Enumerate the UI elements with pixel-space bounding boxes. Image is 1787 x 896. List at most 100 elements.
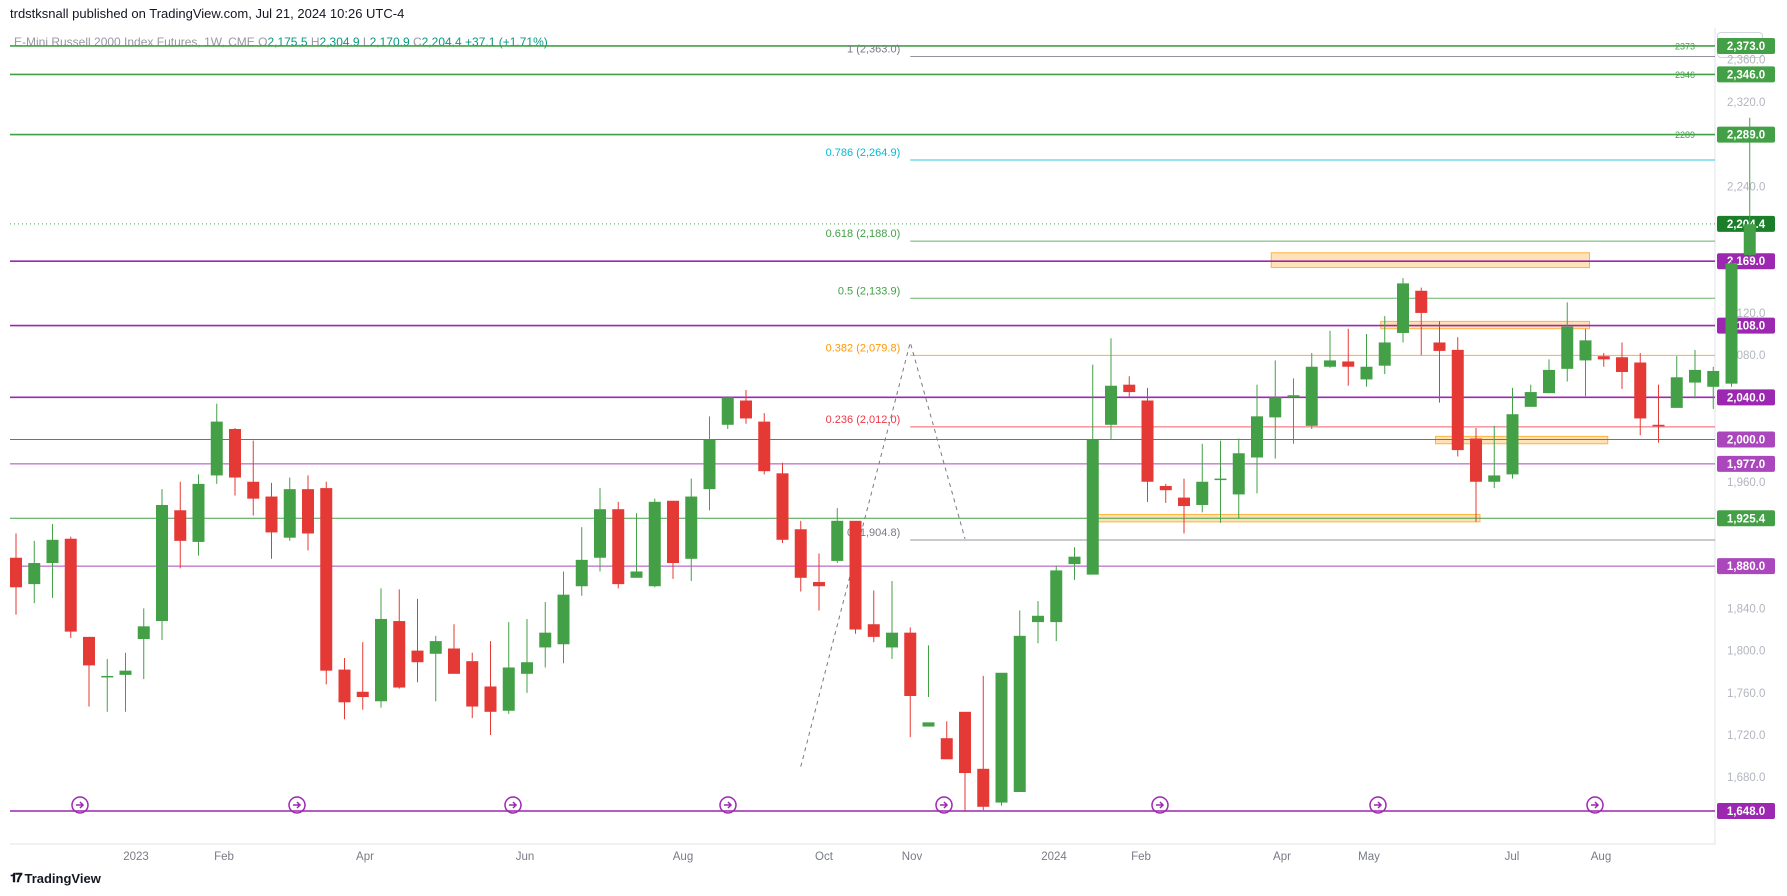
candle-body	[1324, 360, 1336, 367]
candle-body	[1378, 342, 1391, 366]
candle-body	[867, 624, 880, 637]
candle-body	[137, 626, 150, 639]
fib-level-label: 1 (2,363.0)	[847, 43, 900, 55]
candle-body	[1451, 349, 1464, 451]
x-tick-label: Aug	[1591, 851, 1611, 863]
y-tick-label: 2,360.0	[1727, 55, 1765, 67]
price-label: 2,346.0	[1727, 69, 1765, 81]
candle-body	[302, 489, 314, 534]
event-icon[interactable]	[288, 796, 306, 814]
candle-body	[1086, 439, 1099, 575]
event-icon[interactable]	[1586, 796, 1604, 814]
event-icon[interactable]	[719, 796, 737, 814]
y-tick-label: 1,960.0	[1727, 477, 1765, 489]
fib-level-label: 0.5 (2,133.9)	[838, 285, 900, 297]
event-arrow-icon	[724, 801, 733, 809]
event-icon[interactable]	[504, 796, 522, 814]
candle-body	[667, 500, 679, 564]
candle-body	[794, 529, 807, 578]
candle-body	[429, 641, 442, 654]
price-label-box	[1717, 126, 1775, 143]
level-tag: 2346	[1675, 70, 1695, 80]
candle-body	[156, 504, 168, 622]
candle-body	[1707, 370, 1720, 387]
candle-body	[265, 496, 278, 533]
candle-body	[247, 481, 260, 499]
x-tick-label: Oct	[815, 851, 834, 863]
candle-body	[229, 429, 241, 478]
candle-body	[320, 488, 333, 671]
candle-body	[1470, 438, 1482, 482]
price-label-box	[1717, 37, 1775, 54]
candle-body	[1105, 385, 1117, 425]
price-label-box	[1717, 66, 1775, 83]
x-tick-label: Jul	[1505, 851, 1520, 863]
y-tick-label: 2,320.0	[1727, 97, 1765, 109]
candle-body	[813, 582, 825, 587]
candle-body	[1616, 357, 1628, 373]
candle-body	[46, 539, 59, 564]
open-label: O	[258, 35, 268, 49]
high-label: H	[310, 35, 320, 49]
candle-body	[1141, 400, 1154, 482]
tradingview-logo-icon: 𝟏𝟕	[10, 870, 23, 885]
fib-level-label: 0.236 (2,012.0)	[826, 414, 901, 426]
price-label-box	[1717, 510, 1775, 527]
candle-body	[995, 672, 1008, 803]
resistance-zone	[1270, 252, 1590, 269]
candle-body	[1123, 384, 1136, 393]
candle-body	[776, 473, 789, 540]
candle-body	[484, 686, 497, 712]
candle-body	[703, 439, 716, 490]
price-label: 1,925.4	[1727, 513, 1766, 525]
candle-body	[1488, 475, 1501, 482]
resistance-zone	[1435, 435, 1609, 445]
candle-body	[1342, 361, 1355, 367]
candle-body	[1305, 366, 1318, 426]
x-tick-label: Jun	[516, 851, 535, 863]
event-arrow-icon	[1156, 801, 1165, 809]
candle-body	[959, 711, 971, 774]
event-icon[interactable]	[71, 796, 89, 814]
price-label: 1,977.0	[1727, 459, 1765, 471]
price-label-box	[1717, 389, 1775, 406]
y-tick-label: 1,720.0	[1727, 730, 1765, 742]
price-label: 1,648.0	[1727, 806, 1765, 818]
event-icon[interactable]	[935, 796, 953, 814]
price-label: 2,040.0	[1727, 392, 1765, 404]
price-label-box	[1717, 803, 1775, 820]
price-label-box	[1717, 431, 1775, 448]
event-icon[interactable]	[1151, 796, 1169, 814]
candle-body	[1433, 342, 1446, 351]
tradingview-footer: 𝟏𝟕 TradingView	[10, 870, 101, 886]
event-icon[interactable]	[1369, 796, 1387, 814]
candle-body	[210, 421, 223, 476]
candle-body	[594, 509, 606, 558]
y-tick-label: 1,760.0	[1727, 688, 1765, 700]
candle-body	[1506, 414, 1519, 475]
level-tag: 2289	[1675, 130, 1695, 140]
candle-body	[1050, 570, 1063, 623]
candle-body	[977, 768, 990, 807]
candle-body	[1561, 326, 1574, 369]
candle-body	[1397, 283, 1409, 333]
candle-body	[1232, 453, 1245, 495]
candle-body	[539, 632, 552, 648]
candle-body	[1743, 224, 1756, 255]
x-tick-label: Nov	[902, 851, 923, 863]
y-tick-label: 1,800.0	[1727, 646, 1765, 658]
candle-body	[502, 667, 515, 711]
low-label: L	[362, 35, 370, 49]
event-arrow-icon	[1591, 801, 1600, 809]
candle-body	[904, 632, 917, 696]
x-tick-label: Feb	[1131, 851, 1151, 863]
candle-body	[648, 501, 661, 587]
candle-body	[1214, 478, 1227, 481]
candle-body	[940, 738, 953, 760]
candle-body	[685, 496, 698, 559]
candle-body	[10, 557, 22, 588]
candle-body	[83, 636, 95, 666]
candle-body	[448, 648, 460, 674]
price-label-box	[1717, 455, 1775, 472]
